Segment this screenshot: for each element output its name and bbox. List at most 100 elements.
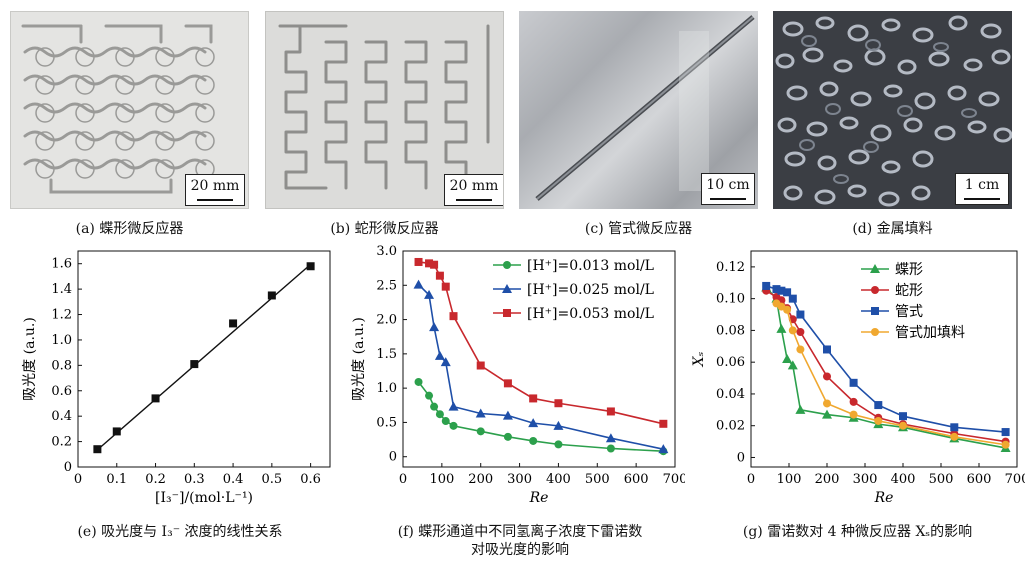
x-axis-label: Re (529, 490, 549, 506)
data-point (823, 372, 831, 381)
caption-g: (g) 雷诺数对 4 种微反应器 Xₛ的影响 (742, 524, 973, 540)
data-point (849, 397, 858, 406)
data-point (425, 391, 434, 400)
data-point (475, 408, 486, 418)
x-tick-label: 200 (468, 472, 493, 487)
tube-image (535, 15, 755, 201)
x-tick-label: 0.4 (223, 472, 244, 487)
data-point (788, 294, 797, 303)
legend-label: [H⁺]=0.053 mol/L (527, 306, 654, 322)
x-tick-label: 0 (399, 472, 407, 487)
y-tick-label: 1.6 (51, 257, 72, 272)
y-tick-label: 0 (389, 450, 397, 465)
legend-marker (871, 328, 879, 336)
data-point (229, 319, 238, 328)
x-tick-label: 0.6 (300, 472, 321, 487)
x-tick-label: 600 (624, 472, 649, 487)
y-tick-label: 0.2 (51, 435, 72, 450)
x-tick-label: 400 (891, 472, 916, 487)
photo-metal-packing: 1 cm (773, 11, 1012, 209)
y-tick-label: 2.5 (376, 278, 397, 293)
data-point (425, 259, 434, 268)
plot-frame (402, 250, 676, 468)
y-tick-label: 3.0 (376, 245, 397, 259)
data-point (606, 407, 615, 416)
data-point (899, 421, 907, 430)
y-axis-label: Xₛ (691, 351, 707, 367)
data-point (783, 305, 792, 314)
data-point (476, 361, 485, 370)
data-point (414, 377, 423, 386)
legend-label: 蝶形 (895, 262, 923, 278)
y-tick-label: 0.08 (716, 323, 745, 338)
data-point (762, 281, 771, 290)
data-point (849, 410, 858, 419)
data-point (782, 354, 793, 363)
x-tick-label: 200 (815, 472, 840, 487)
chart-xs-re: 0 100 200 300 400 500 600 700 0 0.02 0.04 0.06 0.08 0… (691, 250, 1025, 506)
data-point (435, 410, 444, 419)
legend-label: 管式 (895, 304, 923, 320)
data-point (441, 282, 450, 291)
photo-serpentine-reactor: 20 mm (265, 11, 504, 209)
data-point (605, 433, 616, 443)
y-tick-label: 0.10 (716, 292, 745, 307)
y-tick-label: 1.4 (51, 282, 72, 297)
data-point (449, 312, 458, 321)
data-point (554, 440, 563, 449)
metal-packing-texture (775, 15, 1012, 207)
legend-marker (502, 284, 512, 293)
data-point (441, 417, 450, 426)
legend-label: [H⁺]=0.013 mol/L (527, 258, 654, 274)
x-tick-label: 0 (747, 472, 755, 487)
legend-label: 蛇形 (895, 283, 923, 299)
data-point (822, 409, 832, 419)
serpentine-channel-pattern (278, 24, 490, 190)
data-point (503, 432, 512, 441)
y-tick-label: 0.06 (716, 355, 745, 370)
caption-f-line2: 对吸光度的影响 (471, 542, 569, 558)
data-point (151, 394, 160, 403)
y-tick-label: 0.8 (51, 358, 72, 373)
data-point (112, 427, 121, 436)
photo-butterfly-reactor: 20 mm (10, 11, 249, 209)
caption-f-line1: (f) 蝶形通道中不同氢离子浓度下雷诺数 (397, 524, 643, 540)
data-point (502, 410, 513, 420)
data-point (823, 399, 831, 408)
data-point (874, 416, 883, 425)
legend-marker (871, 307, 879, 315)
series-line (765, 286, 1006, 449)
data-point (449, 421, 458, 430)
y-tick-label: 0.5 (376, 415, 397, 430)
y-axis-label: 吸光度 (a.u.) (22, 317, 38, 401)
data-point (190, 360, 199, 369)
butterfly-channel-pattern (21, 24, 215, 194)
x-tick-label: 400 (546, 472, 571, 487)
y-tick-label: 1.5 (376, 347, 397, 362)
y-tick-label: 1.2 (51, 308, 72, 323)
data-point (787, 360, 798, 370)
caption-a: (a) 蝶形微反应器 (75, 221, 184, 237)
x-tick-label: 500 (929, 472, 954, 487)
series-line (776, 302, 1006, 446)
legend-marker (503, 309, 511, 317)
scale-bar-a: 20 mm (185, 174, 245, 206)
data-point (424, 289, 435, 299)
scale-label-c: 10 cm (706, 177, 750, 193)
data-point (430, 260, 439, 269)
data-point (788, 326, 797, 335)
y-tick-label: 0.4 (51, 409, 72, 424)
x-axis-label: Re (874, 490, 894, 506)
legend-marker (870, 264, 880, 273)
scale-bar-b: 20 mm (444, 174, 503, 206)
plot-frame (750, 250, 1018, 468)
chart-absorbance-linear: 0 0.1 0.2 0.3 0.4 0.5 0.6 0 0.2 0.4 0.6 0.8 1.0 1.2 1.… (22, 250, 331, 506)
data-point (796, 310, 805, 319)
x-tick-label: 0.2 (145, 472, 166, 487)
y-tick-label: 1.0 (51, 333, 72, 348)
data-point (796, 328, 805, 336)
data-point (606, 444, 615, 453)
legend-label: 管式加填料 (895, 325, 965, 341)
caption-b: (b) 蛇形微反应器 (330, 221, 439, 237)
photo-tubular-reactor: 10 cm (519, 11, 758, 209)
